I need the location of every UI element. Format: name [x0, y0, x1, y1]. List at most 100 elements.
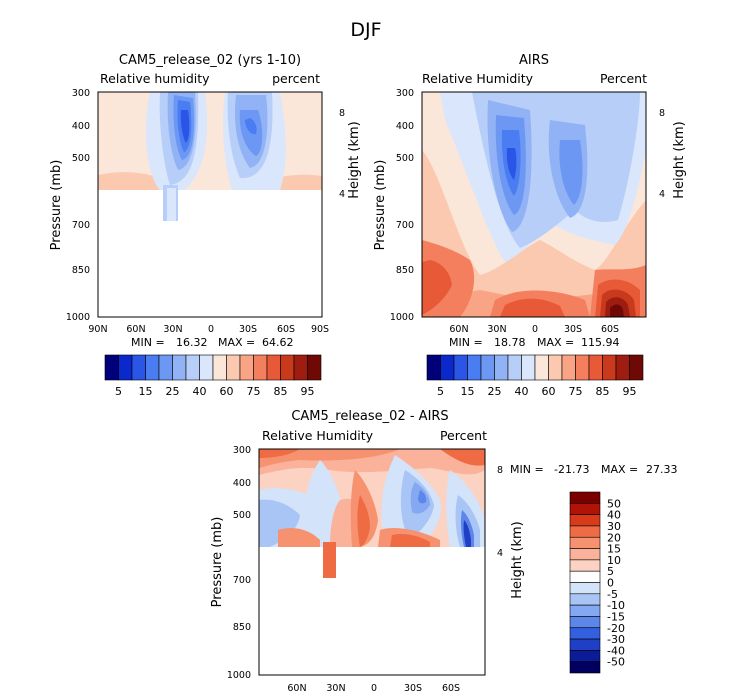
panel-diff-colorbar-swatch — [569, 650, 601, 662]
panel-diff-colorbar-label: -10 — [607, 599, 625, 612]
panel-obs-y2tick: 4 — [659, 189, 665, 200]
panel-obs-colorbar-label: 85 — [596, 385, 610, 398]
panel-diff-colorbar-swatch — [569, 593, 601, 606]
panel-obs-xtick: 30N — [487, 324, 506, 335]
panel-model-y2tick: 4 — [339, 189, 345, 200]
panel-model-xtick: 30S — [239, 324, 257, 335]
panel-model-colorbar-label: 95 — [301, 385, 315, 398]
panel-diff-colorbar-swatch — [569, 604, 601, 617]
panel-obs-xaxis: 60N 30N 0 30S 60S — [449, 324, 619, 335]
panel-model-xtick: 0 — [208, 324, 214, 335]
panel-model-field — [98, 92, 322, 317]
panel-diff-colorbar-swatch — [569, 638, 601, 651]
panel-obs-colorbar-swatch — [453, 354, 468, 381]
panel-diff-colorbar-swatch — [569, 548, 601, 561]
panel-diff-right-label: Percent — [440, 428, 487, 443]
panel-diff-title: CAM5_release_02 - AIRS — [291, 409, 448, 424]
panel-obs-max-value: 115.94 — [581, 336, 620, 349]
panel-obs-stats: MIN = 18.78 MAX = 115.94 — [449, 336, 620, 349]
panel-diff-colorbar-label: 0 — [607, 577, 614, 590]
panel-obs-colorbar-swatch — [494, 354, 509, 381]
panel-obs-min-label: MIN = — [449, 336, 483, 349]
panel-model-ytick: 300 — [72, 88, 90, 99]
figure-title: DJF — [350, 19, 381, 41]
panel-diff-xtick: 60N — [287, 683, 306, 694]
panel-model-colorbar-swatch — [158, 354, 173, 381]
panel-diff-xaxis: 60N 30N 0 30S 60S — [287, 683, 460, 694]
panel-model-colorbar-label: 25 — [166, 385, 180, 398]
panel-diff-ytick: 500 — [233, 510, 251, 521]
panel-obs-colorbar-swatch — [521, 354, 536, 381]
panel-obs-ytick: 700 — [396, 220, 414, 231]
panel-diff-field — [259, 449, 485, 675]
panel-obs-colorbar-swatch — [575, 354, 590, 381]
panel-diff-y2tick: 8 — [497, 465, 503, 476]
panel-diff-colorbar-swatch — [569, 503, 601, 515]
panel-diff-colorbar-label: 40 — [607, 509, 621, 522]
panel-obs-colorbar-swatch — [615, 354, 630, 381]
panel-model-colorbar-swatch — [104, 354, 119, 381]
panel-model-xtick: 30N — [163, 324, 182, 335]
panel-model-colorbar-swatch — [131, 354, 146, 381]
panel-diff-max-label: MAX = — [601, 463, 638, 476]
panel-diff-colorbar-swatch — [569, 570, 601, 583]
panel-model-colorbar: 5 15 25 40 60 75 85 95 — [104, 354, 322, 398]
panel-obs-colorbar-label: 40 — [515, 385, 529, 398]
panel-obs-yaxis: 300 400 500 700 850 1000 Pressure (mb) 8… — [373, 88, 687, 323]
panel-diff-y2label: Height (km) — [510, 521, 525, 598]
panel-model-colorbar-swatch — [253, 354, 268, 381]
panel-model: CAM5_release_02 (yrs 1-10) Relative humi… — [49, 53, 362, 398]
panel-diff-colorbar-label: -15 — [607, 610, 625, 623]
panel-diff-ytick: 1000 — [227, 670, 251, 681]
panel-obs-xtick: 30S — [564, 324, 582, 335]
panel-obs-colorbar-label: 60 — [542, 385, 556, 398]
panel-diff-colorbar-label: -20 — [607, 622, 625, 635]
panel-obs-max-label: MAX = — [537, 336, 574, 349]
panel-diff-xtick: 60S — [442, 683, 460, 694]
panel-diff-colorbar-swatch — [569, 491, 601, 504]
panel-obs-xtick: 60S — [601, 324, 619, 335]
panel-model-colorbar-swatch — [293, 354, 308, 381]
panel-obs: AIRS Relative Humidity Percent — [373, 53, 687, 398]
panel-model-ytick: 850 — [72, 265, 90, 276]
panel-diff-colorbar-swatch — [569, 582, 601, 595]
panel-diff-colorbar-label: 20 — [607, 531, 621, 544]
panel-diff-colorbar-label: 5 — [607, 565, 614, 578]
panel-model-colorbar-swatch — [212, 354, 227, 381]
panel-diff-min-value: -21.73 — [554, 463, 589, 476]
panel-obs-ytick: 500 — [396, 153, 414, 164]
panel-obs-colorbar-swatch — [561, 354, 576, 381]
panel-model-colorbar-label: 60 — [220, 385, 234, 398]
panel-obs-colorbar-swatch — [602, 354, 617, 381]
panel-model-xtick: 60N — [126, 324, 145, 335]
panel-model-yaxis: 300 400 500 700 850 1000 Pressure (mb) 8… — [49, 88, 362, 323]
panel-diff: CAM5_release_02 - AIRS Relative Humidity… — [210, 409, 678, 694]
panel-obs-colorbar-swatch — [548, 354, 563, 381]
panel-obs-colorbar-swatch — [467, 354, 482, 381]
panel-model-colorbar-swatch — [199, 354, 214, 381]
panel-obs-colorbar-swatch — [588, 354, 603, 381]
panel-obs-colorbar-label: 25 — [488, 385, 502, 398]
panel-diff-ytick: 400 — [233, 478, 251, 489]
panel-model-colorbar-swatch — [307, 354, 322, 381]
panel-model-min-value: 16.32 — [176, 336, 208, 349]
panel-obs-colorbar-label: 75 — [569, 385, 583, 398]
panel-obs-ytick: 1000 — [390, 312, 414, 323]
panel-obs-colorbar-label: 15 — [461, 385, 475, 398]
panel-diff-xtick: 30N — [326, 683, 345, 694]
panel-model-colorbar-label: 40 — [193, 385, 207, 398]
panel-obs-colorbar: 5 15 25 40 60 75 85 95 — [426, 354, 644, 398]
panel-model-stats: MIN = 16.32 MAX = 64.62 — [131, 336, 294, 349]
panel-diff-min-label: MIN = — [510, 463, 544, 476]
panel-model-colorbar-swatch — [266, 354, 281, 381]
panel-model-ytick: 700 — [72, 220, 90, 231]
panel-model-colorbar-swatch — [280, 354, 295, 381]
panel-obs-title: AIRS — [519, 53, 549, 68]
panel-diff-colorbar-swatch — [569, 661, 601, 674]
panel-diff-colorbar-label: -30 — [607, 633, 625, 646]
panel-diff-colorbar-label: -5 — [607, 588, 618, 601]
panel-diff-colorbar-label: 30 — [607, 520, 621, 533]
panel-diff-max-value: 27.33 — [646, 463, 678, 476]
panel-obs-colorbar-label: 5 — [437, 385, 444, 398]
